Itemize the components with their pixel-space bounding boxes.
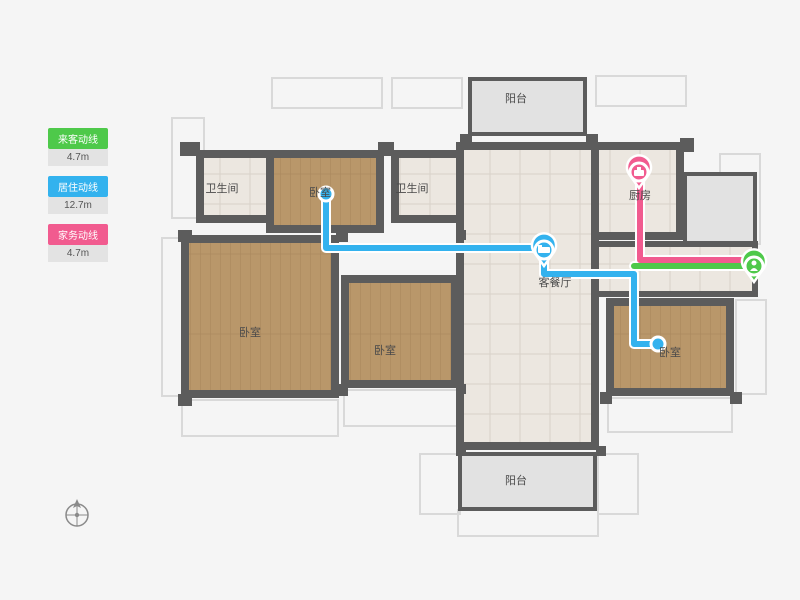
room-label-bed_l: 卧室 (239, 325, 261, 339)
legend-panel: 来客动线 4.7m 居住动线 12.7m 家务动线 4.7m (48, 128, 108, 272)
legend-house-label: 家务动线 (48, 224, 108, 245)
compass-icon (60, 495, 94, 529)
legend-guest-label: 来客动线 (48, 128, 108, 149)
room-label-living: 客餐厅 (539, 275, 572, 289)
room-label-balc_top: 阳台 (505, 91, 527, 105)
legend-item-house: 家务动线 4.7m (48, 224, 108, 262)
legend-house-value: 4.7m (48, 245, 108, 262)
room-label-bath_r: 卫生间 (396, 181, 429, 195)
room-label-balc_bot: 阳台 (505, 473, 527, 487)
room-label-bath_l: 卫生间 (206, 181, 239, 195)
legend-living-value: 12.7m (48, 197, 108, 214)
room-label-bed_tl: 卧室 (309, 185, 331, 199)
floorplan-svg: 卧室卫生间卫生间厨房阳台卧室卧室客餐厅卧室阳台 (160, 54, 780, 546)
floorplan-diagram: 卧室卫生间卫生间厨房阳台卧室卧室客餐厅卧室阳台 (160, 54, 780, 546)
legend-item-living: 居住动线 12.7m (48, 176, 108, 214)
room-label-bed_r: 卧室 (659, 345, 681, 359)
legend-living-label: 居住动线 (48, 176, 108, 197)
room-label-kitchen: 厨房 (629, 189, 651, 202)
legend-guest-value: 4.7m (48, 149, 108, 166)
legend-item-guest: 来客动线 4.7m (48, 128, 108, 166)
room-label-bed_m: 卧室 (374, 343, 396, 357)
